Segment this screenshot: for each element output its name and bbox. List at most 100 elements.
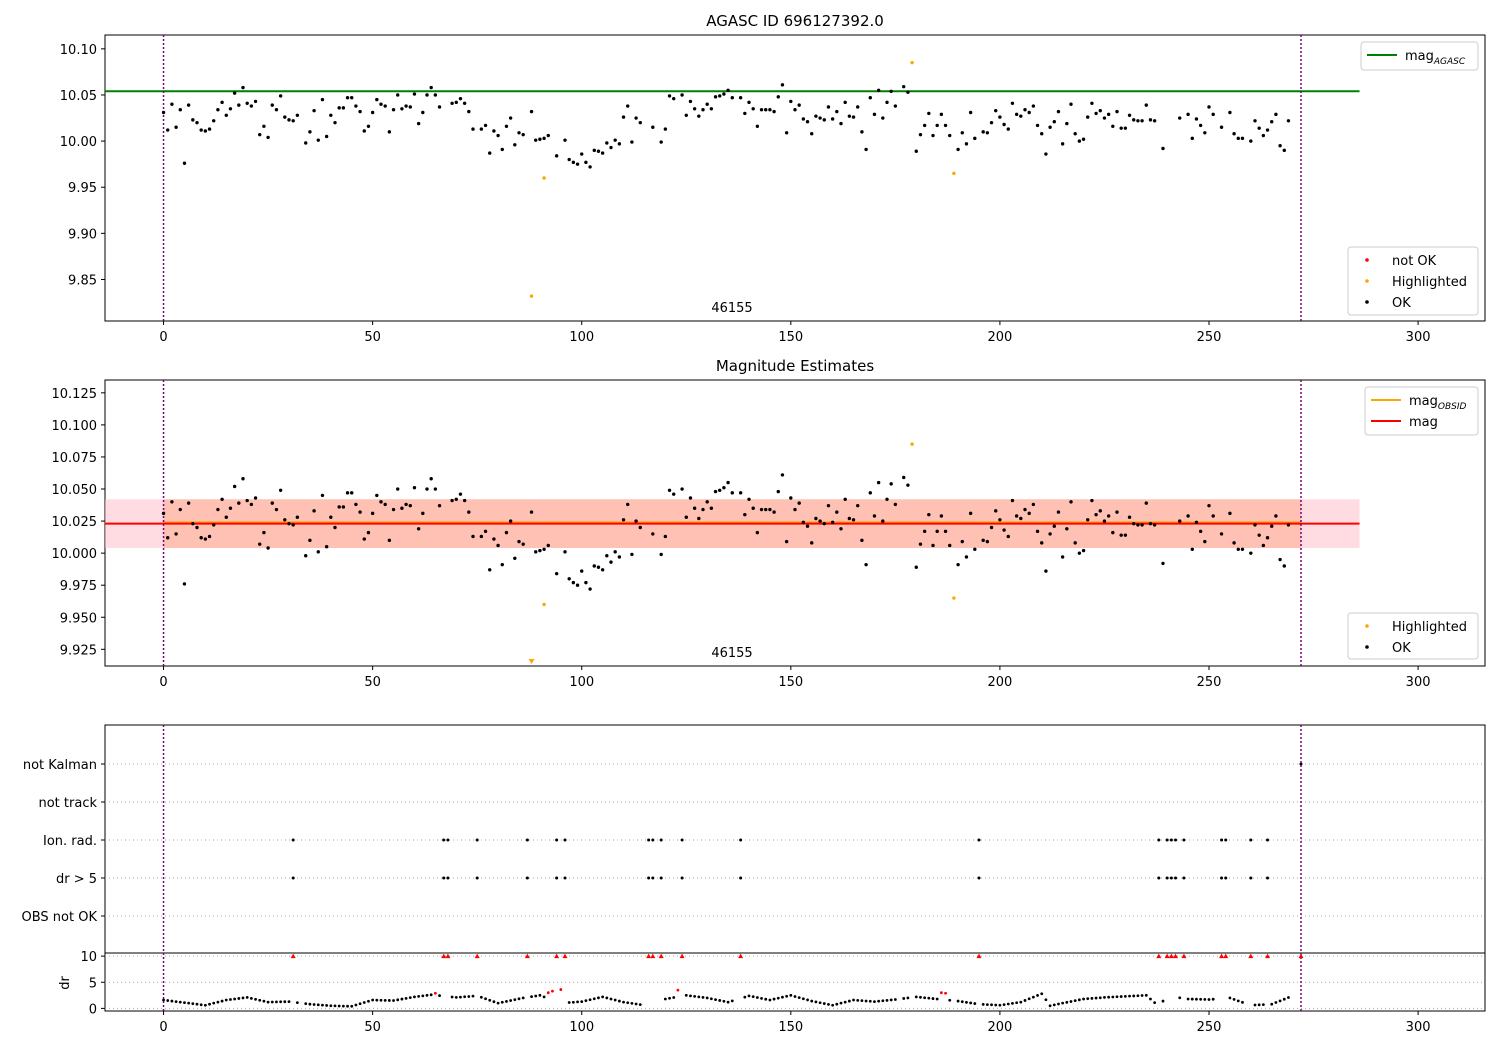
panel1-ok-point [613,138,617,142]
panel1-ok-point [1228,110,1232,115]
panel1-ok-point [1035,123,1040,128]
panel2-ok-point [421,511,425,516]
panel1-ok-point [1198,123,1203,128]
panel4-dr-point [839,1001,843,1005]
panel1-ok-point [1123,126,1128,130]
panel4-dr-point [1044,998,1048,1002]
panel2-ok-point [195,525,199,530]
panel1-lines-legend-box [1360,41,1479,71]
panel2-ok-point [471,534,475,539]
panel4-dr-point [856,998,860,1002]
panel2-ok-point [291,523,295,527]
panel1-ok-point [186,103,191,107]
panel2-ok-point [337,505,341,509]
panel1-ok-point [1115,109,1119,114]
panel2-ok-point [1077,551,1082,555]
panel1-ok-point [366,124,371,129]
panel4-dr-point [1115,995,1119,999]
panel1-ok-point [1031,104,1036,108]
panel1-ok-point [981,130,985,134]
panel4-dr-point [241,996,245,1000]
panel2-ok-point [354,502,358,507]
panel1-ok-point [580,152,584,156]
panel1-ok-point [743,111,747,116]
panel4-dr-point [329,1004,333,1008]
panel4-dr-point [948,998,952,1002]
panel1-ok-point [1056,109,1061,114]
panel4-dr-point [245,996,249,999]
panel4-dr-point [1086,997,1090,1001]
panel1-highlighted-point [529,294,534,298]
panel1-xtick-label: 250 [1197,330,1222,345]
panel1-ok-point [174,125,178,129]
panel1-ok-point [237,103,241,107]
panel1-ok-point [249,104,254,108]
panel2-ok-point [1228,511,1232,516]
panel4-dr-point [270,1000,274,1004]
panel1-ok-point [567,157,571,162]
panel2-ok-point [266,546,270,550]
panel4-dr-point [488,998,492,1002]
panel1-ok-point [989,120,994,125]
panel1-ok-point [617,142,622,146]
panel4-dr-point [471,994,475,998]
panel2-ok-point [1132,521,1136,526]
panel4-dr-point [1002,1003,1006,1007]
panel2-ok-point [542,547,546,551]
panel2-highlighted-point [542,602,546,607]
panel2-ok-point [249,502,254,507]
panel4-dr-point [814,1000,818,1004]
panel2-ok-point [651,532,655,536]
panel4-dr-point [1128,994,1131,998]
panel1-ytick-label: 10.10 [60,43,97,58]
panel1-ok-point [680,93,684,97]
panel2-ok-point [433,487,438,491]
panel1-ok-point [241,85,245,90]
panel4-dr-point [421,994,425,998]
panel3-flag-point [1220,876,1224,880]
panel4-dr-point [1282,997,1286,1001]
panel4-dr-point [1190,997,1194,1001]
panel2-ok-point [329,515,333,519]
panel2-ok-point [881,519,885,523]
panel2-ok-point [931,543,935,548]
panel2-ok-point [839,527,843,531]
panel4-clipped-marker [1248,953,1254,959]
panel1-ok-point [822,118,826,122]
panel4-dr-point-notok [559,988,563,991]
panel4-ytick-label: 10 [80,950,97,965]
panel2-ok-point [454,497,458,501]
panel1-ok-point [885,100,889,105]
panel4-dr-point [325,1004,329,1007]
panel4-dr-point [684,993,688,997]
panel2-ytick-label: 9.975 [60,579,97,594]
panel2-ok-point [1207,503,1211,508]
panel1-ok-point [985,131,990,135]
panel2-ok-point [295,515,300,519]
panel2-ok-point [889,482,893,486]
panel3-flag-point [1165,876,1169,880]
panel3-flag-point [446,876,450,880]
panel1-ok-point [534,138,538,142]
panel4-dr-point [1178,996,1182,1000]
panel1-ok-point [283,115,287,119]
panel4-clipped-marker [1219,953,1225,959]
panel2-ok-point [1102,519,1107,523]
panel2-ok-point [1027,511,1031,516]
panel3-category-label: Ion. rad. [43,834,97,849]
panel4-dr-point [1077,998,1081,1002]
panel2-ok-point [851,518,856,522]
panel2-ok-point [1178,519,1182,523]
panel2-ok-point [1236,547,1240,551]
panel1-ok-point [1119,126,1123,130]
panel4-dr-point [387,999,391,1002]
panel2-xtick-label: 300 [1406,675,1431,690]
panel1-ok-point [408,105,412,109]
panel2-ok-point [1081,548,1086,553]
panel4-clipped-marker [554,953,560,959]
panel1-ok-point [228,107,233,111]
panel1-ok-point [634,116,638,120]
panel2-ok-point [350,491,354,495]
panel2-ok-point [1278,557,1282,562]
panel2-ok-point [462,498,467,503]
